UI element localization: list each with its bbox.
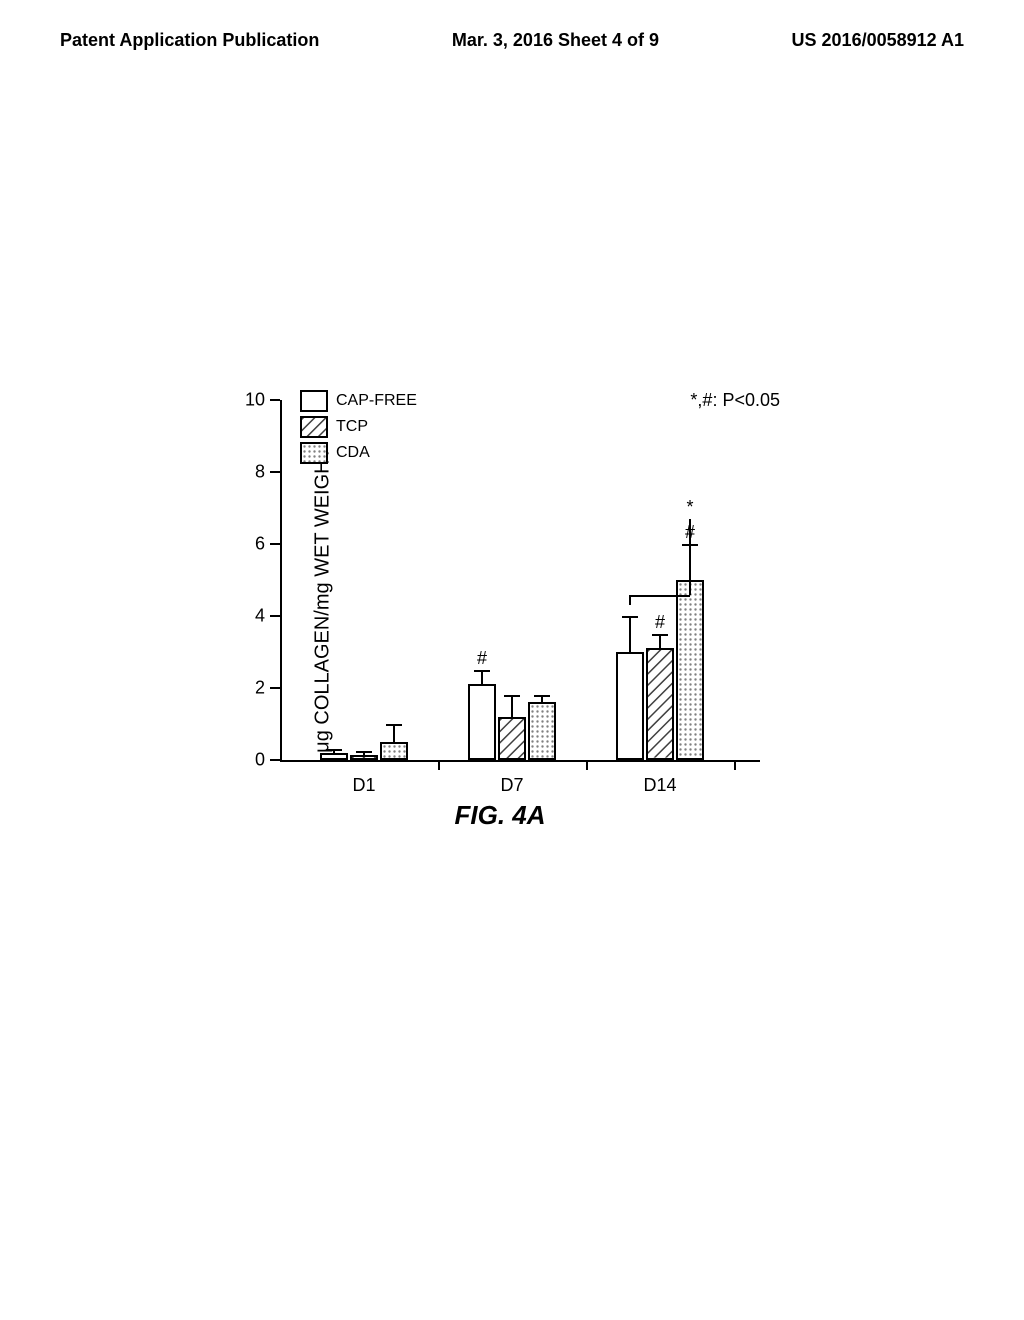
- legend-label-capfree: CAP-FREE: [336, 392, 417, 410]
- legend-swatch-capfree: [300, 390, 328, 412]
- error-cap: [504, 695, 520, 697]
- y-tick-label: 6: [240, 534, 265, 555]
- legend-item-tcp: TCP: [300, 416, 417, 438]
- bar: [528, 702, 556, 760]
- header-center: Mar. 3, 2016 Sheet 4 of 9: [452, 30, 659, 51]
- error-cap: [356, 751, 372, 753]
- legend-swatch-tcp: [300, 416, 328, 438]
- y-tick: [270, 759, 280, 761]
- error-cap: [534, 695, 550, 697]
- sig-bracket: [630, 595, 690, 597]
- bar: [676, 580, 704, 760]
- y-tick: [270, 543, 280, 545]
- error-cap: [474, 670, 490, 672]
- significance-star: *: [686, 497, 693, 518]
- bar: [616, 652, 644, 760]
- significance-mark: #: [655, 612, 665, 633]
- bar: [498, 717, 526, 760]
- legend-label-tcp: TCP: [336, 418, 368, 436]
- y-axis-label: μg COLLAGEN/mg WET WEIGHT: [311, 447, 334, 753]
- y-tick: [270, 471, 280, 473]
- bar: [380, 742, 408, 760]
- header-left: Patent Application Publication: [60, 30, 319, 51]
- error-cap: [622, 616, 638, 618]
- figure-label: FIG. 4A: [454, 800, 545, 831]
- bar: [320, 753, 348, 760]
- error-bar: [511, 695, 513, 717]
- error-cap: [652, 634, 668, 636]
- x-group-label: D1: [352, 775, 375, 796]
- error-cap: [386, 724, 402, 726]
- y-tick: [270, 399, 280, 401]
- error-bar: [659, 634, 661, 648]
- bar: [468, 684, 496, 760]
- error-bar: [481, 670, 483, 684]
- y-tick-label: 4: [240, 606, 265, 627]
- error-cap: [326, 749, 342, 751]
- error-bar: [393, 724, 395, 742]
- collagen-chart: μg COLLAGEN/mg WET WEIGHT CAP-FREE TCP C…: [220, 400, 780, 800]
- legend: CAP-FREE TCP CDA: [300, 390, 417, 468]
- bar: [646, 648, 674, 760]
- legend-item-cda: CDA: [300, 442, 417, 464]
- y-tick: [270, 615, 280, 617]
- x-axis: [280, 760, 760, 762]
- x-tick: [438, 760, 440, 770]
- x-group-label: D7: [500, 775, 523, 796]
- legend-label-cda: CDA: [336, 444, 370, 462]
- bar: [350, 755, 378, 760]
- legend-item-capfree: CAP-FREE: [300, 390, 417, 412]
- header-right: US 2016/0058912 A1: [792, 30, 964, 51]
- y-tick-label: 2: [240, 678, 265, 699]
- significance-mark: #: [477, 648, 487, 669]
- x-group-label: D14: [643, 775, 676, 796]
- y-tick-label: 8: [240, 462, 265, 483]
- y-tick: [270, 687, 280, 689]
- y-tick-label: 10: [240, 390, 265, 411]
- y-axis: [280, 400, 282, 760]
- y-tick-label: 0: [240, 750, 265, 771]
- significance-note: *,#: P<0.05: [690, 390, 780, 411]
- x-tick: [734, 760, 736, 770]
- sig-bracket: [689, 519, 691, 595]
- legend-swatch-cda: [300, 442, 328, 464]
- x-tick: [586, 760, 588, 770]
- error-bar: [629, 616, 631, 652]
